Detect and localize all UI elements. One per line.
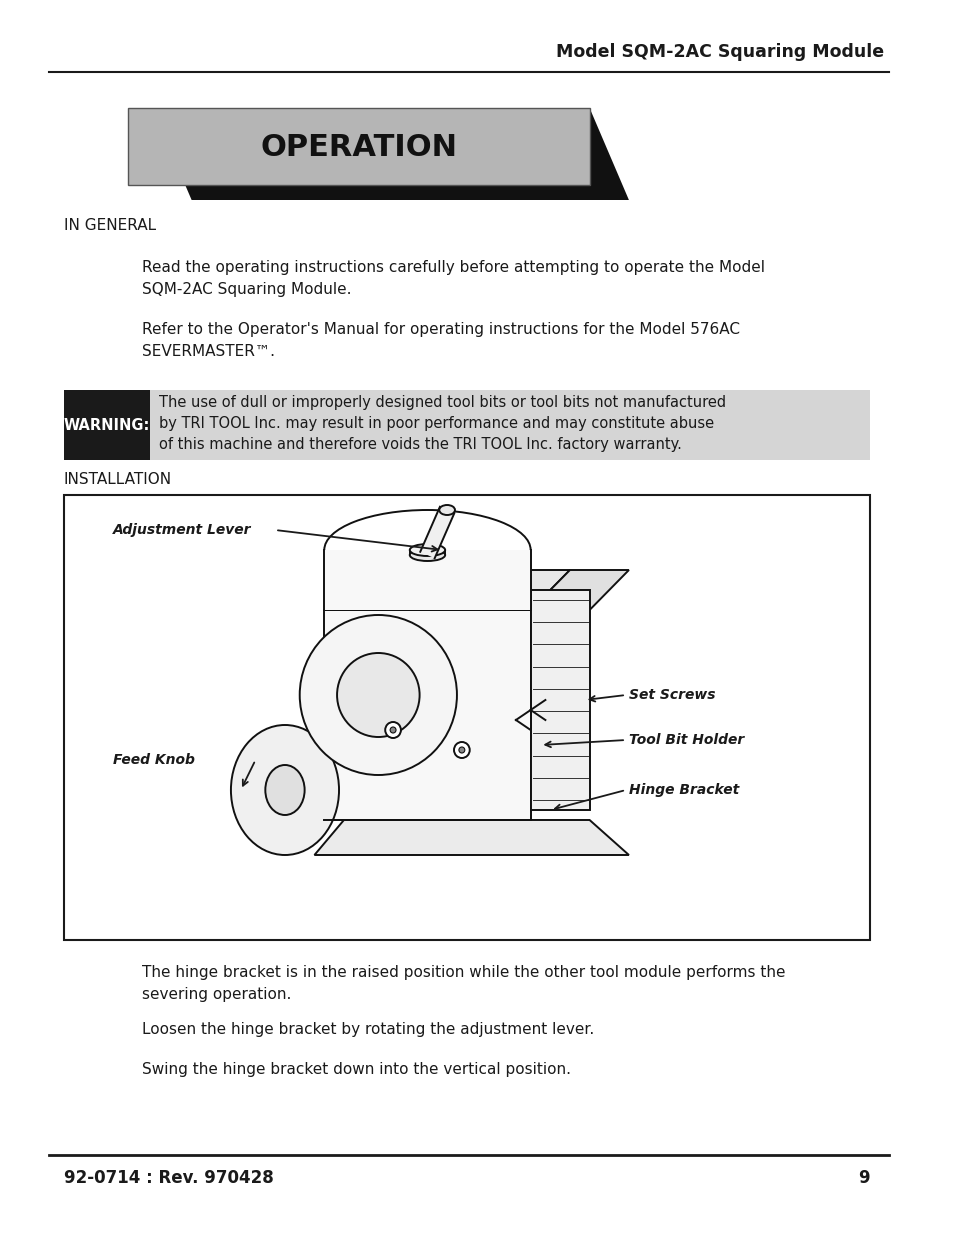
Text: OPERATION: OPERATION	[260, 132, 456, 162]
Circle shape	[299, 615, 456, 776]
Polygon shape	[420, 506, 454, 558]
Text: Swing the hinge bracket down into the vertical position.: Swing the hinge bracket down into the ve…	[142, 1062, 571, 1077]
Text: The hinge bracket is in the raised position while the other tool module performs: The hinge bracket is in the raised posit…	[142, 965, 785, 1002]
FancyBboxPatch shape	[64, 390, 869, 459]
Polygon shape	[152, 107, 628, 200]
Polygon shape	[324, 610, 530, 820]
Circle shape	[454, 742, 469, 758]
Circle shape	[458, 747, 464, 753]
Circle shape	[385, 722, 400, 739]
Text: Loosen the hinge bracket by rotating the adjustment lever.: Loosen the hinge bracket by rotating the…	[142, 1023, 594, 1037]
Text: Tool Bit Holder: Tool Bit Holder	[628, 734, 743, 747]
Ellipse shape	[231, 725, 338, 855]
Polygon shape	[324, 550, 530, 610]
Circle shape	[336, 653, 419, 737]
Polygon shape	[314, 820, 628, 855]
Text: Read the operating instructions carefully before attempting to operate the Model: Read the operating instructions carefull…	[142, 261, 764, 296]
Text: Model SQM-2AC Squaring Module: Model SQM-2AC Squaring Module	[556, 43, 883, 61]
Text: The use of dull or improperly designed tool bits or tool bits not manufactured
b: The use of dull or improperly designed t…	[159, 395, 725, 452]
Ellipse shape	[410, 550, 445, 561]
Text: WARNING:: WARNING:	[64, 417, 151, 432]
Polygon shape	[324, 571, 569, 610]
Text: Hinge Bracket: Hinge Bracket	[628, 783, 739, 797]
Polygon shape	[530, 571, 628, 610]
FancyBboxPatch shape	[64, 495, 869, 940]
Text: Set Screws: Set Screws	[628, 688, 715, 701]
FancyBboxPatch shape	[64, 390, 151, 459]
Ellipse shape	[265, 764, 304, 815]
Ellipse shape	[438, 505, 455, 515]
Polygon shape	[410, 550, 445, 555]
Circle shape	[390, 727, 395, 734]
Text: Feed Knob: Feed Knob	[112, 753, 194, 767]
Ellipse shape	[410, 543, 445, 556]
Polygon shape	[530, 590, 589, 810]
Text: 92-0714 : Rev. 970428: 92-0714 : Rev. 970428	[64, 1170, 274, 1187]
Text: Adjustment Lever: Adjustment Lever	[112, 522, 252, 537]
Polygon shape	[128, 107, 589, 185]
Text: IN GENERAL: IN GENERAL	[64, 217, 156, 232]
Text: INSTALLATION: INSTALLATION	[64, 473, 172, 488]
Text: Refer to the Operator's Manual for operating instructions for the Model 576AC
SE: Refer to the Operator's Manual for opera…	[142, 322, 740, 358]
Text: 9: 9	[857, 1170, 869, 1187]
